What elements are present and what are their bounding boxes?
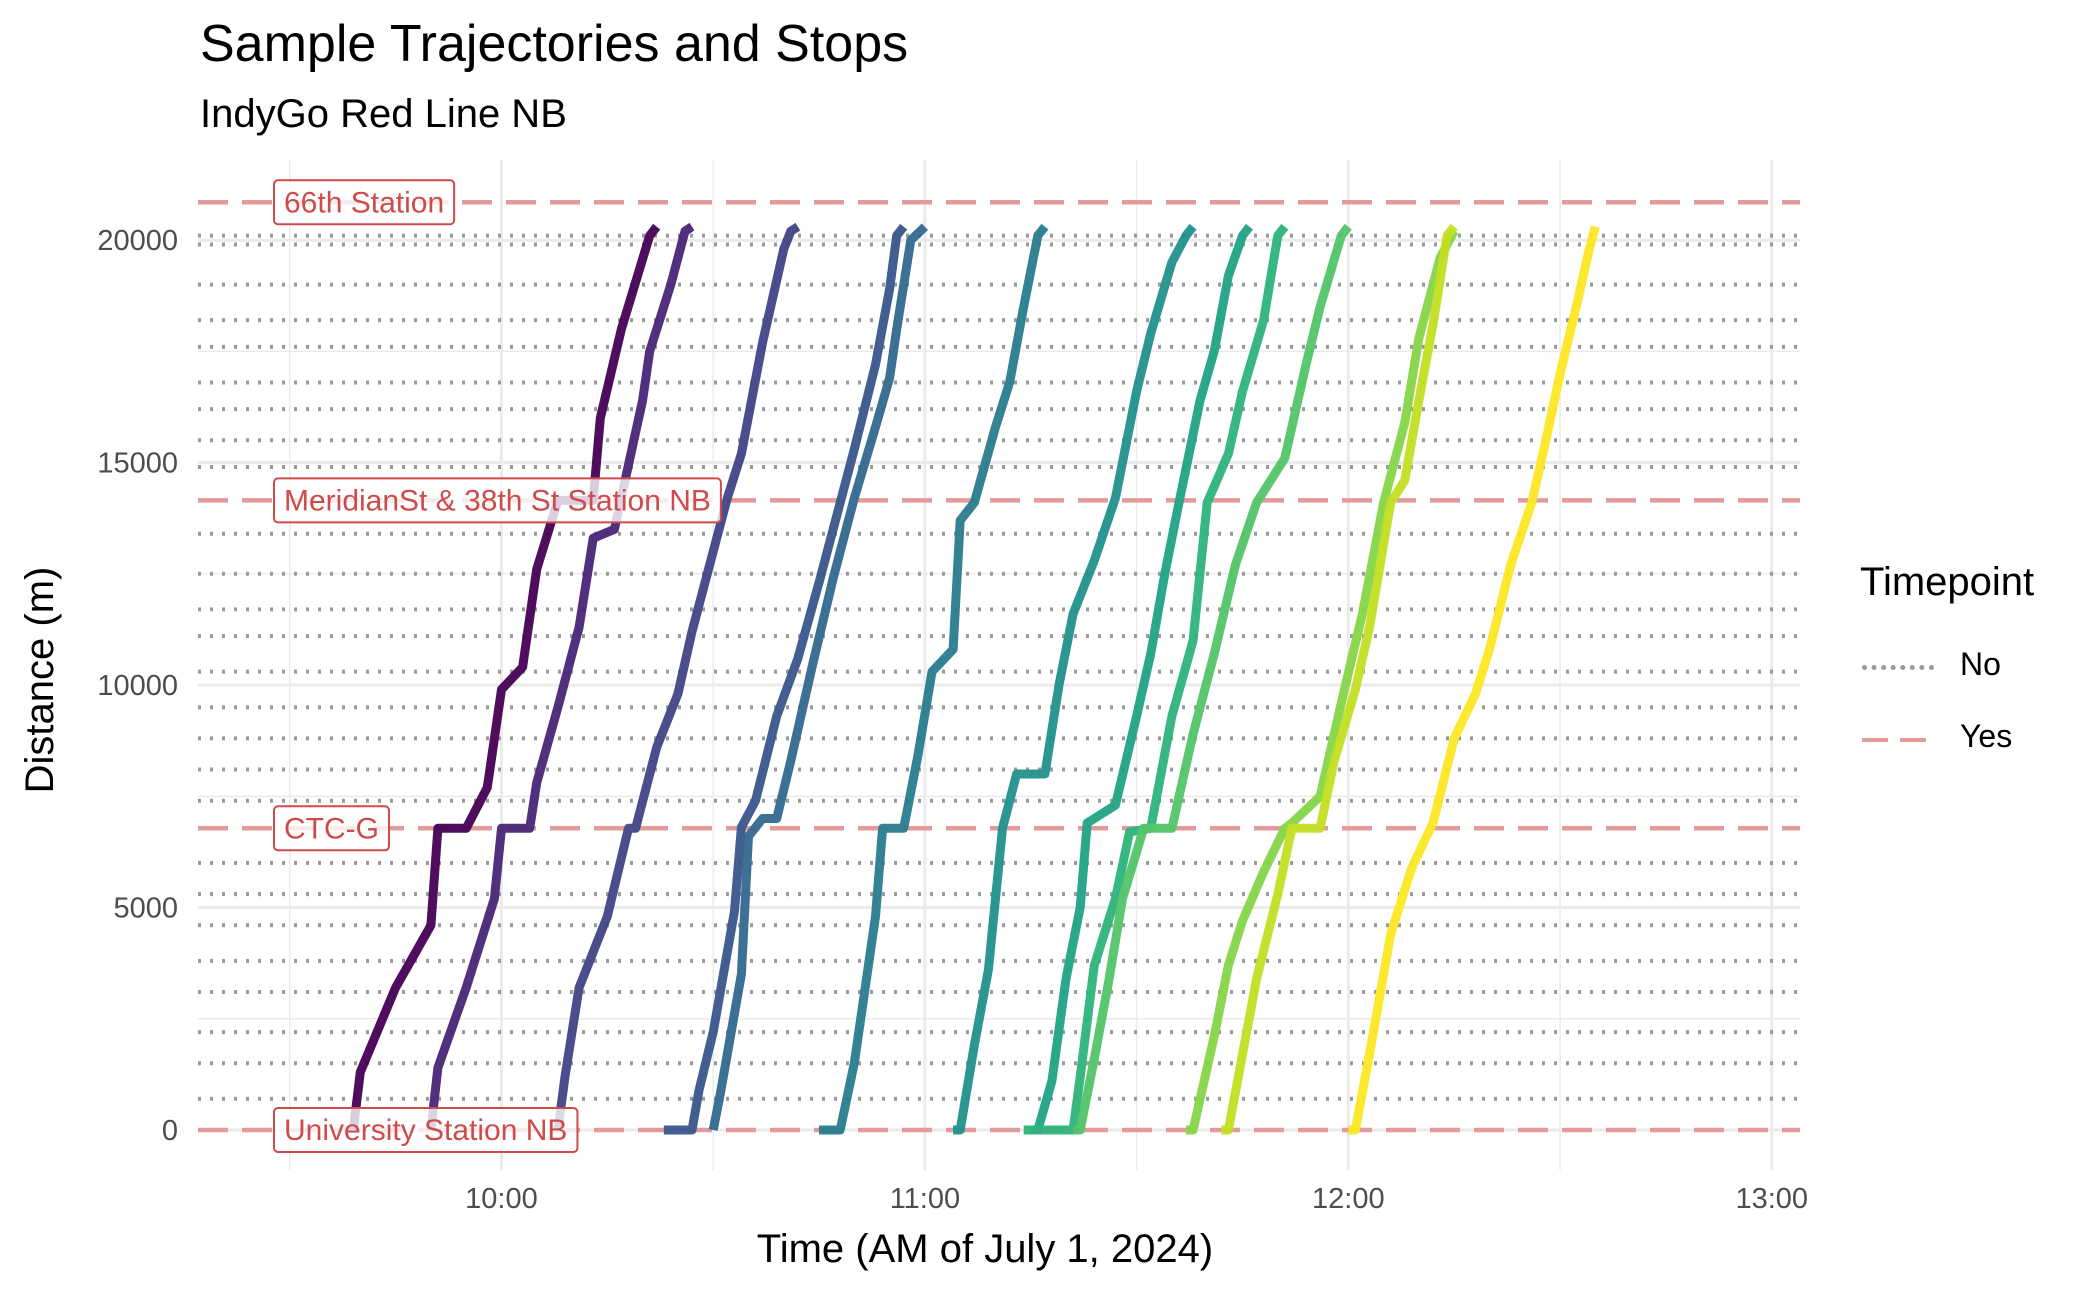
- y-tick-label: 5000: [113, 892, 178, 924]
- trajectory-line: [1348, 225, 1600, 1135]
- chart-title: Sample Trajectories and Stops: [200, 15, 909, 73]
- timepoint-label-text: MeridianSt & 38th St Station NB: [284, 484, 711, 517]
- timepoint-label-box: [273, 1106, 579, 1153]
- trajectory-line: [426, 222, 695, 1131]
- legend-title: Timepoint: [1860, 560, 2035, 604]
- legend-label-no: No: [1960, 646, 2001, 682]
- trajectory-line: [663, 223, 908, 1135]
- chart-subtitle: IndyGo Red Line NB: [200, 92, 567, 136]
- trajectory-line: [348, 223, 661, 1131]
- y-tick-label: 0: [162, 1115, 178, 1147]
- series-layer: [348, 222, 1600, 1135]
- timepoint-label-box: [273, 477, 722, 524]
- x-tick-label: 12:00: [1312, 1183, 1385, 1215]
- timepoint-label-box: [273, 805, 390, 852]
- trajectory-line: [953, 223, 1197, 1135]
- legend-key-no: [1862, 665, 1934, 670]
- y-tick-label: 20000: [97, 225, 178, 257]
- timepoint-label-text: University Station NB: [284, 1114, 567, 1147]
- grid-layer: [198, 160, 1800, 1170]
- x-tick-label: 13:00: [1735, 1183, 1808, 1215]
- legend-key-yes: [1862, 738, 1934, 742]
- trajectory-line: [1030, 223, 1254, 1135]
- x-axis-title: Time (AM of July 1, 2024): [757, 1227, 1213, 1271]
- timepoint-label: CTC-G: [273, 805, 390, 852]
- y-tick-label: 15000: [97, 448, 178, 480]
- trajectory-line: [708, 223, 928, 1131]
- timepoint-label: University Station NB: [273, 1106, 579, 1153]
- y-axis-title: Distance (m): [18, 567, 62, 794]
- timepoint-label: MeridianSt & 38th St Station NB: [273, 477, 722, 524]
- timepoint-label-text: 66th Station: [284, 186, 444, 219]
- legend-label-yes: Yes: [1960, 718, 2013, 754]
- timepoint-label-text: CTC-G: [284, 812, 379, 845]
- timepoint-label: 66th Station: [273, 179, 456, 226]
- trajectory-line: [1221, 223, 1458, 1135]
- x-tick-label: 10:00: [465, 1183, 538, 1215]
- y-tick-label: 10000: [97, 670, 178, 702]
- trajectory-line: [819, 223, 1049, 1135]
- trajectory-line: [1073, 223, 1352, 1135]
- trajectory-line: [1186, 229, 1459, 1135]
- timepoint-label-box: [273, 179, 456, 226]
- stop-lines-layer: [198, 233, 1800, 1101]
- axis-layer: 10:00 11:00 12:00 13:00 0 5000 10000 15000 20000: [97, 225, 1808, 1215]
- x-tick-label: 11:00: [890, 1183, 960, 1215]
- trajectory-line: [1023, 223, 1289, 1135]
- trajectory-line: [553, 222, 801, 1131]
- timepoint-labels-layer: University Station NB CTC-G MeridianSt & 3…: [273, 179, 722, 1153]
